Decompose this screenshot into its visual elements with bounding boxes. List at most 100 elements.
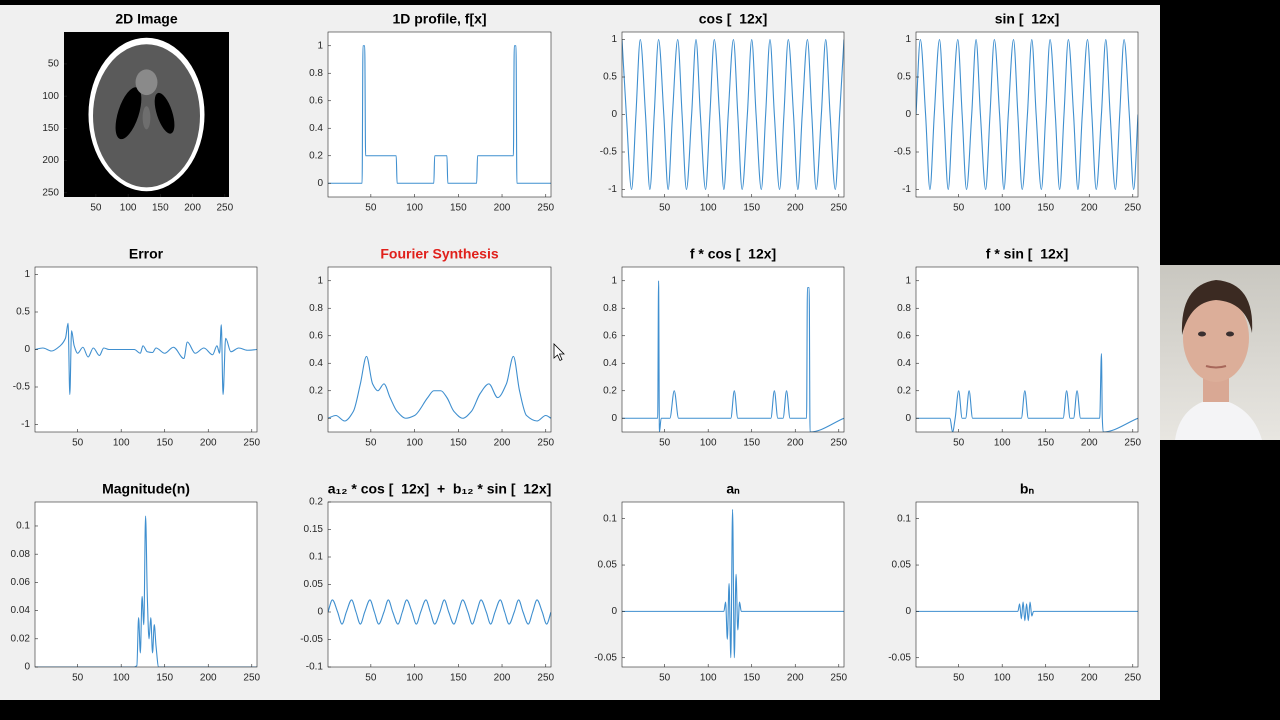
x-tick-label: 200 [200,438,217,449]
y-tick-label: 0.05 [892,560,912,571]
axes-box [327,31,552,198]
subplot-title: Magnitude(n) [102,481,190,497]
data-line [35,322,257,396]
x-tick-label: 100 [406,438,423,449]
y-tick-label: -0.1 [306,662,324,673]
x-tick-label: 200 [200,673,217,684]
data-line [916,38,1138,191]
subplot: cos [ 12x] 50 100 150 200 250 -1 -0.5 0 0.5 1 [600,11,848,214]
subplot: Fourier Synthesis 50 100 150 200 250 0 0.2 0.4 0.… [309,246,554,449]
x-tick-label: 250 [1124,203,1141,214]
x-tick-label: 200 [494,438,511,449]
y-tick-label: 0.2 [897,385,911,396]
y-tick-label: 0.2 [309,497,323,508]
subplot-title: 1D profile, f[x] [392,11,486,27]
y-tick-label: 0.08 [11,549,31,560]
x-tick-label: 200 [494,203,511,214]
x-tick-label: 250 [537,673,554,684]
x-tick-label: 150 [743,438,760,449]
x-tick-label: 100 [700,673,717,684]
subplot-title: cos [ 12x] [699,11,767,27]
x-tick-label: 50 [365,673,377,684]
y-tick-label: 0.4 [309,358,323,369]
x-tick-label: 200 [1081,203,1098,214]
data-line [328,45,551,184]
y-tick-label: -0.5 [600,147,618,158]
x-tick-label: 100 [120,203,137,214]
y-tick-label: 0 [317,413,323,424]
x-tick-label: 250 [216,203,233,214]
data-line [328,355,551,422]
x-tick-label: 100 [113,673,130,684]
y-tick-label: -0.05 [594,652,617,663]
x-tick-label: 200 [184,203,201,214]
x-tick-label: 50 [72,438,84,449]
subplot: f * sin [ 12x] 50 100 150 200 250 0 0.2 0.4 0.6 0.… [897,246,1141,449]
phantom-top [135,69,158,96]
y-tick-label: 0.1 [897,513,911,524]
axes-box [915,266,1139,433]
axes-box [915,501,1139,668]
y-tick-label: 0.06 [11,577,31,588]
x-tick-label: 100 [406,203,423,214]
x-tick-label: 200 [494,673,511,684]
y-tick-label: -0.5 [13,382,31,393]
eye [1226,331,1234,337]
x-tick-label: 150 [743,203,760,214]
y-tick-label: 0 [905,606,911,617]
y-tick-label: 0.6 [897,330,911,341]
y-tick-label: 0.05 [304,579,324,590]
axes-area [328,502,551,667]
phantom-right [154,92,175,134]
x-tick-label: 150 [743,673,760,684]
y-tick-label: 100 [42,91,59,102]
x-tick-label: 100 [994,203,1011,214]
y-tick-label: 0 [905,413,911,424]
x-tick-label: 200 [1081,673,1098,684]
y-tick-label: 0.1 [603,513,617,524]
axes-area [622,32,844,197]
y-tick-label: 50 [48,59,60,70]
x-tick-label: 150 [450,203,467,214]
subplot-title: a₁₂ * cos [ 12x] + b₁₂ * sin [ 12x] [328,481,552,497]
y-tick-label: 0 [317,607,323,618]
subplot: sin [ 12x] 50 100 150 200 250 -1 -0.5 0 0.5 1 [894,11,1142,214]
x-tick-label: 200 [787,438,804,449]
y-tick-label: 0.2 [309,385,323,396]
x-tick-label: 250 [537,438,554,449]
y-tick-label: 0.8 [309,303,323,314]
subplot: 1D profile, f[x] 50 100 150 200 250 0 0.2 0.4 0.6… [309,11,554,214]
x-tick-label: 50 [659,438,671,449]
phantom-left [115,87,142,140]
x-tick-label: 250 [830,438,847,449]
y-tick-label: 1 [905,275,911,286]
data-line [328,599,551,625]
data-line [916,353,1138,432]
x-tick-label: 200 [787,203,804,214]
mouse-cursor [553,343,565,362]
axes-area [622,267,844,432]
x-tick-label: 250 [1124,673,1141,684]
x-tick-label: 150 [1037,673,1054,684]
x-tick-label: 250 [537,203,554,214]
y-tick-label: 0.5 [603,72,617,83]
y-tick-label: 0.6 [309,95,323,106]
webcam [1160,265,1280,440]
y-tick-label: 0.6 [309,330,323,341]
x-tick-label: 200 [1081,438,1098,449]
axes-box [621,266,845,433]
data-line [622,508,844,659]
x-tick-label: 100 [113,438,130,449]
data-line [622,280,844,432]
y-tick-label: 0.15 [304,524,324,535]
x-tick-label: 100 [700,203,717,214]
x-tick-label: 100 [994,438,1011,449]
y-tick-label: 0.4 [897,358,911,369]
phantom-dot [142,106,151,130]
y-tick-label: 0.6 [603,330,617,341]
y-tick-label: 0.5 [897,72,911,83]
y-tick-label: 0.02 [11,633,31,644]
subplot: f * cos [ 12x] 50 100 150 200 250 0 0.2 0.4 0.6 0.… [603,246,847,449]
x-tick-label: 150 [1037,203,1054,214]
